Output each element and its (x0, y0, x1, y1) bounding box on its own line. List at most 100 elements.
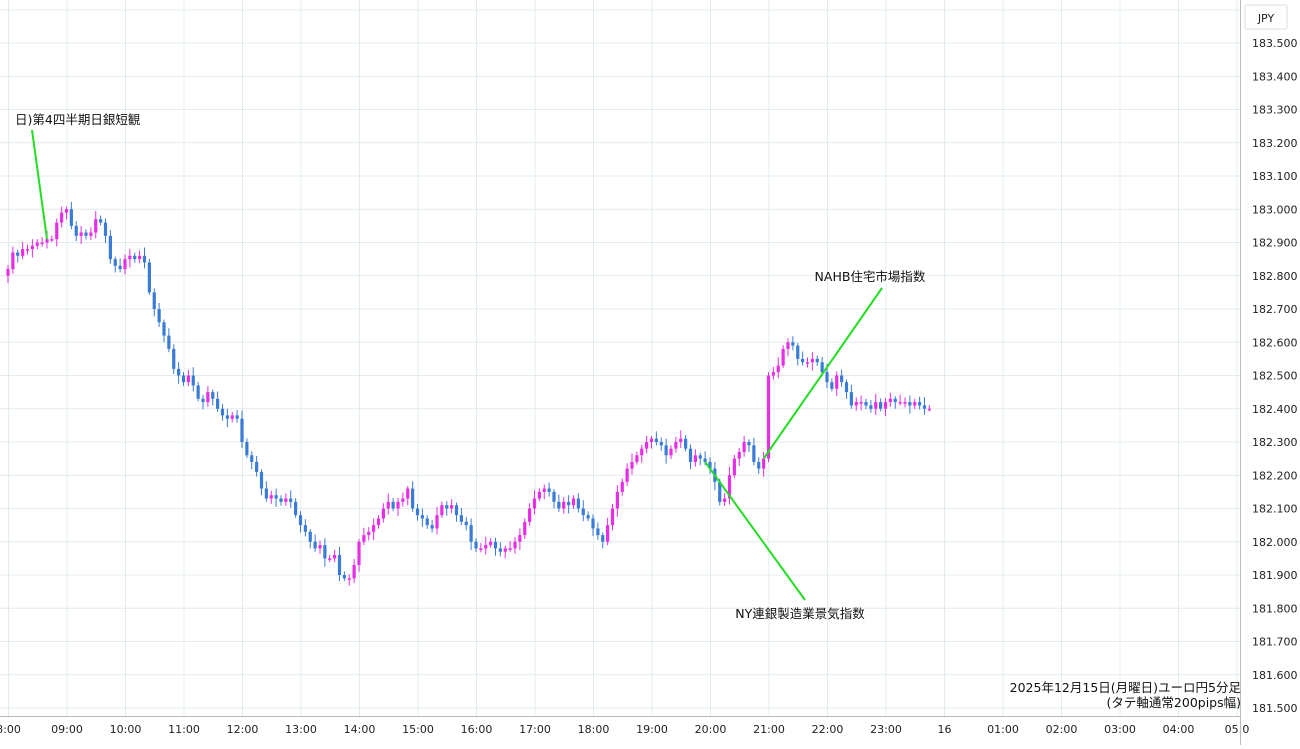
candle-body (913, 402, 917, 406)
candle-body (113, 259, 117, 266)
candle-body (781, 348, 785, 366)
x-tick-label: 13:00 (285, 723, 317, 736)
candle-body (791, 342, 795, 346)
candle-body (883, 402, 888, 409)
x-tick-label: 09:00 (51, 723, 83, 736)
candle-body (294, 501, 298, 516)
candle-body (40, 242, 44, 244)
candle-body (645, 442, 649, 449)
candle-body (181, 375, 186, 383)
x-tick-label: 01:00 (987, 723, 1019, 736)
annotation-pointer (31, 129, 48, 240)
candle-body (849, 392, 853, 406)
candle-body (196, 385, 200, 399)
candle-body (732, 458, 736, 476)
candle-body (337, 555, 342, 575)
footnote-line2: (タテ軸通常200pips幅) (1107, 695, 1241, 710)
candle-body (103, 222, 108, 236)
candle-body (898, 402, 902, 404)
x-tick-label: 03:00 (1104, 723, 1136, 736)
candle-body (362, 535, 366, 542)
candle-body (269, 495, 273, 499)
y-tick-label: 183.400 (1252, 70, 1298, 83)
y-tick-label: 181.500 (1252, 702, 1298, 715)
candle-body (474, 541, 478, 549)
candle-layer (6, 201, 931, 586)
candle-body (664, 445, 668, 456)
x-tick-label: 14:00 (344, 723, 376, 736)
candle-body (679, 438, 683, 442)
candle-body (766, 375, 771, 459)
candle-body (108, 235, 112, 260)
candle-body (801, 358, 805, 363)
candle-body (727, 475, 732, 499)
candle-body (357, 541, 361, 566)
candle-body (372, 525, 376, 532)
x-tick-label: 04:00 (1163, 723, 1195, 736)
candle-body (415, 508, 420, 516)
candle-body (698, 455, 702, 459)
annotation-label: NAHB住宅市場指数 (815, 269, 926, 284)
candle-body (674, 442, 678, 449)
candle-body (484, 545, 488, 549)
candle-body (518, 535, 522, 542)
candle-body (450, 505, 454, 509)
footnote-group: 2025年12月15日(月曜日)ユーロ円5分足 (タテ軸通常200pips幅) (1010, 680, 1242, 710)
candle-body (796, 345, 800, 359)
candle-body (523, 521, 527, 536)
candle-body (255, 461, 259, 472)
candle-body (201, 398, 205, 403)
candle-body (74, 225, 78, 236)
candle-body (323, 545, 327, 559)
candle-body (879, 402, 883, 409)
currency-badge-box (1244, 4, 1288, 30)
candle-body (240, 418, 244, 442)
candle-body (503, 548, 507, 552)
x-tick-label: 20:00 (695, 723, 727, 736)
candle-body (771, 372, 775, 376)
candle-body (64, 209, 69, 213)
x-tick-label: 11:00 (168, 723, 200, 736)
x-tick-label: 16 (938, 723, 952, 736)
currency-badge-group: JPY (1244, 4, 1288, 30)
candle-body (693, 455, 697, 462)
candle-body (815, 358, 819, 363)
x-tick-label: 19:00 (636, 723, 668, 736)
candle-body (186, 375, 190, 383)
candle-body (133, 255, 137, 260)
candle-body (245, 442, 249, 456)
candle-body (284, 498, 288, 502)
candle-body (381, 508, 385, 519)
candle-body (835, 375, 839, 389)
y-tick-label: 183.200 (1252, 137, 1298, 150)
candle-body (142, 255, 147, 263)
candle-body (918, 402, 922, 406)
candle-body (601, 535, 605, 542)
candle-body (571, 498, 576, 506)
candle-body (581, 508, 585, 516)
x-tick-label: 23:00 (870, 723, 902, 736)
candle-body (464, 521, 468, 526)
candle-body (406, 488, 410, 499)
candle-body (513, 541, 517, 549)
candle-body (367, 531, 371, 536)
candle-body (89, 232, 93, 236)
candle-body (669, 448, 673, 456)
candle-body (864, 402, 868, 406)
candle-body (659, 442, 663, 446)
candle-body (869, 405, 873, 409)
candle-body (177, 368, 181, 376)
candle-body (162, 322, 166, 336)
candle-body (893, 398, 897, 403)
candle-body (459, 515, 463, 522)
candle-body (493, 541, 498, 549)
y-tick-label: 182.700 (1252, 303, 1298, 316)
x-tick-label: 10:00 (110, 723, 142, 736)
candle-body (654, 438, 658, 442)
candle-body (128, 255, 132, 260)
candle-body (927, 408, 931, 411)
candle-body (776, 365, 780, 373)
x-tick-label: 8:00 (0, 723, 21, 736)
candle-body (557, 501, 561, 509)
candle-body (703, 458, 707, 462)
